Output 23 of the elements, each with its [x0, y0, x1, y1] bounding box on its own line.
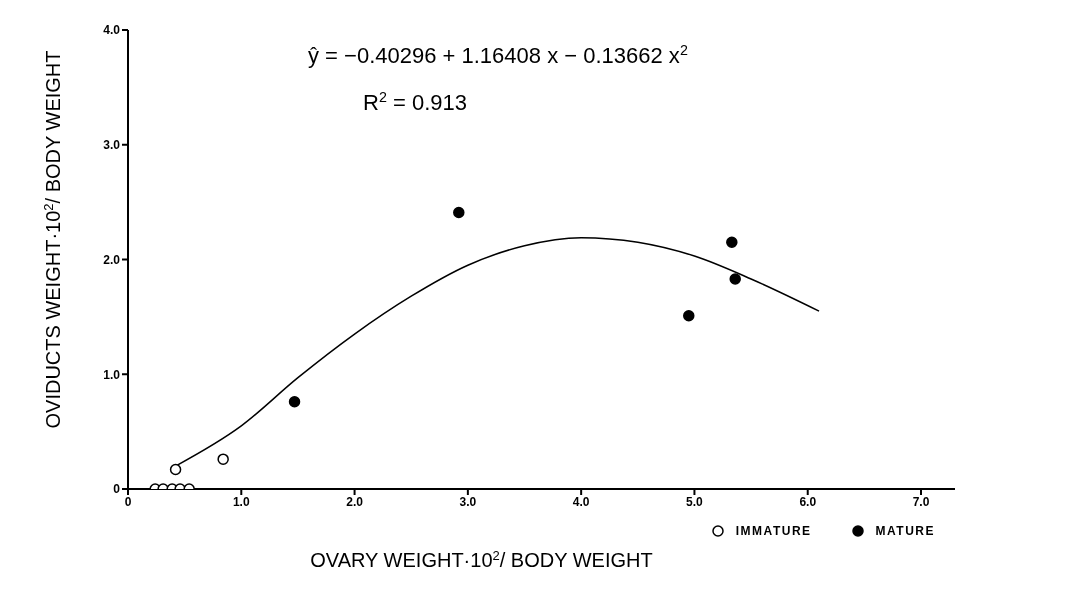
- x-tick-label: 5.0: [686, 494, 704, 509]
- y-tick-label: 4.0: [103, 23, 121, 38]
- legend-label: MATURE: [875, 524, 935, 538]
- y-tick-label: 2.0: [103, 252, 121, 267]
- x-axis-title: OVARY WEIGHT·10$^{2}$/ BODY WEIGHT: [310, 547, 653, 571]
- legend-label: IMMATURE: [735, 524, 812, 538]
- y-tick-label: 1.0: [103, 367, 121, 382]
- point: [453, 206, 465, 219]
- y-tick-label: 0: [113, 482, 121, 497]
- point: [683, 309, 695, 322]
- x-tick-label: 2.0: [346, 494, 364, 509]
- point: [729, 273, 741, 285]
- x-tick-label: 0: [124, 494, 132, 509]
- annotation: R$^{2}$ = 0.913: [363, 89, 467, 115]
- x-tick-label: 1.0: [232, 494, 250, 509]
- point: [288, 396, 301, 408]
- x-tick-label: 7.0: [912, 494, 930, 509]
- x-tick-label: 4.0: [572, 494, 590, 509]
- x-tick-label: 3.0: [459, 494, 477, 509]
- annotation: ŷ = −0.40296 + 1.16408 x − 0.13662 x$^{2}$: [308, 42, 688, 68]
- y-tick-label: 3.0: [103, 138, 121, 153]
- point: [726, 236, 738, 249]
- x-tick-label: 6.0: [799, 494, 817, 509]
